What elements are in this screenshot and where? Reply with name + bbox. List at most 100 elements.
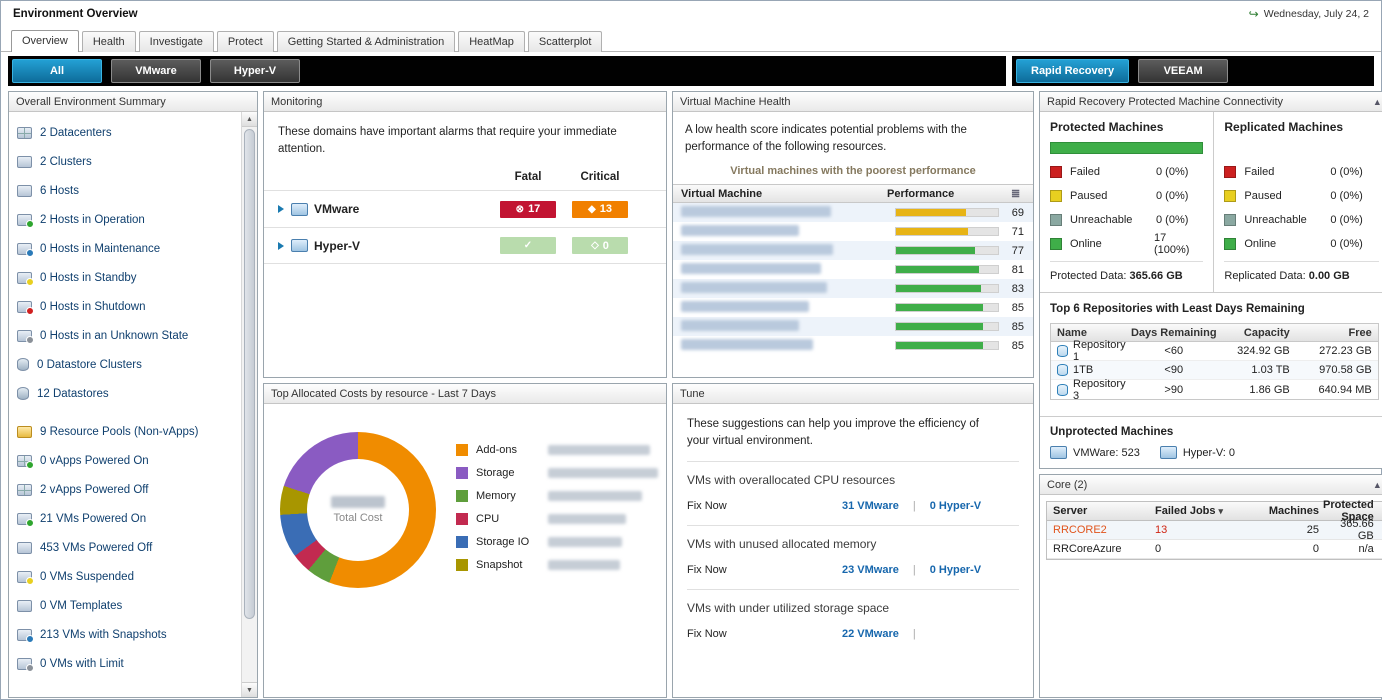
repository-row[interactable]: Repository 1 <60 324.92 GB 272.23 GB xyxy=(1051,339,1378,363)
vmware-count-link[interactable]: 22 VMware xyxy=(842,628,899,641)
vmware-count-link[interactable]: 31 VMware xyxy=(842,500,899,513)
summary-item-hosts-standby[interactable]: 0 Hosts in Standby xyxy=(17,263,235,292)
legend-value: 0 (0%) xyxy=(1330,214,1363,226)
vm-health-row[interactable]: 85 xyxy=(673,336,1033,355)
summary-item-datacenters[interactable]: 2 Datacenters xyxy=(17,118,235,147)
tab-heatmap[interactable]: HeatMap xyxy=(458,31,525,52)
domain-row-vmware[interactable]: VMware ⊗ 17 ◆ 13 xyxy=(264,190,666,227)
vm-name-column-header[interactable]: Virtual Machine xyxy=(681,187,763,200)
repository-row[interactable]: 1TB <90 1.03 TB 970.58 GB xyxy=(1051,361,1378,380)
table-options-icon[interactable]: ≣ xyxy=(1011,188,1021,201)
summary-item-hosts-unknown[interactable]: 0 Hosts in an Unknown State xyxy=(17,321,235,350)
summary-item-vms-limit[interactable]: 0 VMs with Limit xyxy=(17,649,235,678)
cost-donut-chart[interactable]: Total Cost xyxy=(280,432,436,588)
performance-value: 85 xyxy=(1011,301,1024,314)
summary-item-vms-on[interactable]: 21 VMs Powered On xyxy=(17,504,235,533)
legend-item-storage-io[interactable]: Storage IO xyxy=(456,536,658,548)
hyperv-icon xyxy=(291,239,308,253)
summary-item-datastores[interactable]: 12 Datastores xyxy=(17,379,235,408)
summary-item-vapps-off[interactable]: 2 vApps Powered Off xyxy=(17,475,235,504)
divider: | xyxy=(912,564,916,577)
critical-ok-badge[interactable]: ◇ 0 xyxy=(572,237,628,255)
free-column-header[interactable]: Free xyxy=(1348,326,1372,339)
vm-health-row[interactable]: 81 xyxy=(673,260,1033,279)
collapse-icon[interactable]: ▲ xyxy=(1372,479,1382,490)
vm-health-row[interactable]: 69 xyxy=(673,203,1033,223)
rapid-recovery-button[interactable]: Rapid Recovery xyxy=(1016,59,1130,83)
vm-health-row[interactable]: 85 xyxy=(673,298,1033,317)
name-column-header[interactable]: Name xyxy=(1057,326,1087,339)
summary-item-hosts[interactable]: 6 Hosts xyxy=(17,176,235,205)
server-column-header[interactable]: Server xyxy=(1053,505,1088,517)
legend-item-cpu[interactable]: CPU xyxy=(456,513,658,525)
scroll-thumb[interactable] xyxy=(244,129,255,619)
expand-chevron-icon[interactable] xyxy=(278,241,284,250)
legend-item-addons[interactable]: Add-ons xyxy=(456,444,658,456)
protected-space-column-header[interactable]: Protected Space xyxy=(1323,499,1374,523)
capacity-column-header[interactable]: Capacity xyxy=(1243,326,1290,339)
filter-all-button[interactable]: All xyxy=(12,59,102,83)
vm-table-rows: 69 71 77 81 83 85 85 85 xyxy=(673,203,1033,355)
summary-item-clusters[interactable]: 2 Clusters xyxy=(17,147,235,176)
scrollbar[interactable]: ▲ ▼ xyxy=(241,112,257,697)
veeam-button[interactable]: VEEAM xyxy=(1138,59,1229,83)
fatal-alarm-badge[interactable]: ⊗ 17 xyxy=(500,200,556,218)
tab-getting-started[interactable]: Getting Started & Administration xyxy=(276,31,456,52)
summary-item-hosts-shutdown[interactable]: 0 Hosts in Shutdown xyxy=(17,292,235,321)
filter-hyperv-button[interactable]: Hyper-V xyxy=(210,59,300,83)
legend-item-snapshot[interactable]: Snapshot xyxy=(456,559,658,571)
machines-count: 25 xyxy=(1306,524,1319,536)
performance-column-header[interactable]: Performance xyxy=(887,187,955,200)
core-row[interactable]: RRCORE2 13 25 365.66 GB xyxy=(1047,518,1382,542)
summary-item-vms-off[interactable]: 453 VMs Powered Off xyxy=(17,533,235,562)
critical-alarm-badge[interactable]: ◆ 13 xyxy=(572,200,628,218)
summary-item-resource-pools[interactable]: 9 Resource Pools (Non-vApps) xyxy=(17,417,235,446)
tab-scatterplot[interactable]: Scatterplot xyxy=(527,31,603,52)
failed-jobs-column-header[interactable]: Failed Jobs ▾ xyxy=(1155,505,1224,517)
scroll-down-button[interactable]: ▼ xyxy=(242,682,257,697)
expand-chevron-icon[interactable] xyxy=(278,205,284,214)
tab-health[interactable]: Health xyxy=(81,31,136,52)
summary-item-label: 21 VMs Powered On xyxy=(40,512,147,525)
vmware-count-link[interactable]: 23 VMware xyxy=(842,564,899,577)
tab-overview[interactable]: Overview xyxy=(11,30,79,52)
collapse-icon[interactable]: ▲ xyxy=(1372,96,1382,107)
fix-now-link[interactable]: Fix Now xyxy=(687,628,727,641)
legend-value-redacted xyxy=(548,445,650,455)
summary-item-vm-templates[interactable]: 0 VM Templates xyxy=(17,591,235,620)
summary-item-hosts-maintenance[interactable]: 0 Hosts in Maintenance xyxy=(17,234,235,263)
legend-item-memory[interactable]: Memory xyxy=(456,490,658,502)
core-row[interactable]: RRCoreAzure 0 0 n/a xyxy=(1047,540,1382,559)
machines-column-header[interactable]: Machines xyxy=(1268,505,1319,517)
summary-item-datastore-clusters[interactable]: 0 Datastore Clusters xyxy=(17,350,235,379)
vm-health-row[interactable]: 85 xyxy=(673,317,1033,337)
session-icon[interactable]: ↪ xyxy=(1248,7,1259,21)
domain-row-hyperv[interactable]: Hyper-V ✓ ◇ 0 xyxy=(264,227,666,265)
performance-bar xyxy=(895,227,999,237)
summary-item-hosts-operation[interactable]: 2 Hosts in Operation xyxy=(17,205,235,234)
summary-item-vms-suspended[interactable]: 0 VMs Suspended xyxy=(17,562,235,591)
vm-health-row[interactable]: 83 xyxy=(673,279,1033,299)
days-remaining-column-header[interactable]: Days Remaining xyxy=(1130,326,1217,339)
summary-item-vapps-on[interactable]: 0 vApps Powered On xyxy=(17,446,235,475)
legend-value: 0 (0%) xyxy=(1330,238,1363,250)
unprotected-vmware[interactable]: VMWare: 523 xyxy=(1050,446,1140,459)
unprotected-hyperv[interactable]: Hyper-V: 0 xyxy=(1159,446,1235,459)
legend-item-storage[interactable]: Storage xyxy=(456,467,658,479)
tab-investigate[interactable]: Investigate xyxy=(138,31,214,52)
repository-row[interactable]: Repository 3 >90 1.86 GB 640.94 MB xyxy=(1051,378,1378,402)
paused-swatch xyxy=(1224,190,1237,202)
vm-health-row[interactable]: 77 xyxy=(673,241,1033,261)
fatal-ok-badge[interactable]: ✓ xyxy=(500,237,556,255)
hyperv-count-link[interactable]: 0 Hyper-V xyxy=(929,500,982,513)
summary-item-vms-snapshots[interactable]: 213 VMs with Snapshots xyxy=(17,620,235,649)
scroll-up-button[interactable]: ▲ xyxy=(242,112,257,127)
server-name: RRCORE2 xyxy=(1053,524,1107,536)
vm-health-row[interactable]: 71 xyxy=(673,222,1033,241)
fix-now-link[interactable]: Fix Now xyxy=(687,500,727,513)
hyperv-count-link[interactable]: 0 Hyper-V xyxy=(929,564,982,577)
fix-now-link[interactable]: Fix Now xyxy=(687,564,727,577)
legend-label: Failed xyxy=(1070,166,1100,178)
filter-vmware-button[interactable]: VMware xyxy=(111,59,201,83)
tab-protect[interactable]: Protect xyxy=(216,31,274,52)
